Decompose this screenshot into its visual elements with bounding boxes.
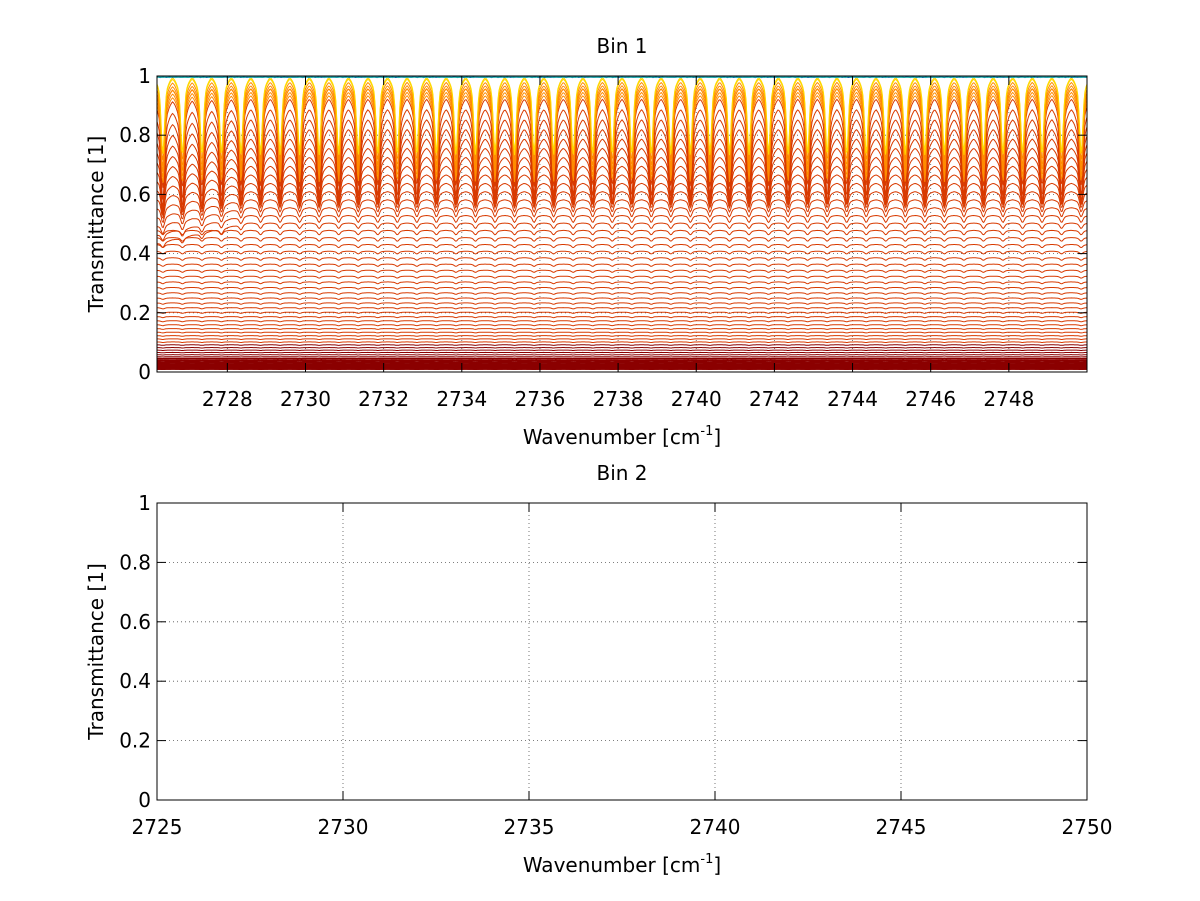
y-tick-label: 0.6: [119, 610, 151, 634]
spectrum-line: [156, 191, 1088, 224]
x-axis-label-superscript: -1: [700, 424, 713, 439]
spectrum-line: [156, 98, 1088, 188]
x-tick-label: 2742: [749, 387, 800, 411]
spectrum-line: [156, 119, 1088, 208]
grid-bin-2: [157, 503, 1087, 800]
x-tick-label: 2738: [593, 387, 644, 411]
spectrum-line: [156, 263, 1088, 267]
spectrum-line: [157, 281, 1087, 285]
spectrum-line: [157, 335, 1087, 337]
x-tick-label: 2736: [514, 387, 565, 411]
x-tick-label: 2730: [318, 815, 369, 839]
spectrum-line: [157, 222, 1088, 248]
y-tick-label: 0: [138, 360, 151, 384]
spectrum-line: [157, 338, 1087, 341]
spectrum-line: [156, 108, 1088, 200]
x-axis-label-bin-2: Wavenumber [cm-1]: [523, 852, 721, 877]
spectrum-line: [156, 328, 1088, 330]
spectrum-line: [156, 78, 1088, 156]
spectrum-line: [156, 174, 1088, 217]
spectrum-line: [156, 257, 1088, 261]
x-tick-label: 2734: [436, 387, 487, 411]
y-tick-label: 0.6: [119, 182, 151, 206]
ticks-bin-2: 2725 2730 2735 2740 2745 2750 0 0.2 0.4 0.6 0.8 1: [119, 491, 1112, 839]
x-axis-label-superscript: -1: [700, 852, 713, 867]
spectrum-line: [156, 244, 1088, 249]
spectrum-line: [156, 269, 1088, 273]
x-tick-label: 2748: [983, 387, 1034, 411]
x-tick-label: 2730: [280, 387, 331, 411]
y-tick-label: 0.2: [119, 729, 151, 753]
axes-bin-2: 2725 2730 2735 2740 2745 2750 0 0.2 0.4 0.6 0.8 1 B…: [84, 461, 1112, 877]
x-axis-label-bin-1: Wavenumber [cm-1]: [523, 424, 721, 449]
spectrum-line: [156, 81, 1088, 162]
x-tick-label: 2728: [202, 387, 253, 411]
spectrum-line: [157, 307, 1087, 310]
spectrum-line: [156, 250, 1088, 255]
chart-title-bin-2: Bin 2: [596, 461, 647, 485]
spectrum-line: [156, 320, 1088, 323]
axes-bin-1: 2728 2730 2732 2734 2736 2738 2740 2742 2744 2746…: [84, 34, 1088, 449]
spectrum-line: [156, 311, 1088, 314]
x-tick-label: 2740: [690, 815, 741, 839]
spectrum-line: [156, 138, 1088, 213]
spectrum-line: [156, 88, 1088, 173]
y-tick-label: 0.4: [119, 242, 151, 266]
spectrum-line: [156, 85, 1088, 167]
y-axis-label-bin-1: Transmittance [1]: [84, 136, 108, 314]
x-axis-label-text: Wavenumber [cm: [523, 853, 701, 877]
y-tick-label: 0: [138, 788, 151, 812]
y-tick-label: 0.8: [119, 550, 151, 574]
spectrum-line-top: [156, 75, 1088, 79]
spectrum-line: [156, 165, 1088, 216]
y-tick-label: 1: [138, 64, 151, 88]
x-axis-label-text: Wavenumber [cm: [523, 425, 701, 449]
x-tick-label: 2725: [132, 815, 183, 839]
spectrum-line: [156, 229, 1088, 236]
spectrum-line: [156, 147, 1088, 214]
spectrum-line: [156, 207, 1088, 235]
spectrum-line: [157, 344, 1087, 346]
spectrum-line: [157, 347, 1087, 349]
y-tick-label: 1: [138, 491, 151, 515]
x-tick-label: 2735: [504, 815, 555, 839]
spectrum-line: [157, 316, 1087, 319]
spectrum-line: [156, 275, 1088, 279]
spectrum-line: [156, 94, 1088, 183]
spectrum-line: [156, 199, 1088, 229]
y-tick-label: 0.4: [119, 669, 151, 693]
y-axis-label-bin-2: Transmittance [1]: [84, 563, 108, 741]
spectra-bin-1: [156, 75, 1088, 370]
spectrum-line: [156, 91, 1088, 178]
y-tick-label: 0.8: [119, 123, 151, 147]
x-tick-label: 2732: [358, 387, 409, 411]
spectrum-line: [157, 297, 1087, 300]
spectrum-line: [156, 156, 1088, 214]
x-tick-label: 2746: [905, 387, 956, 411]
x-tick-label: 2745: [876, 815, 927, 839]
spectrum-line: [156, 292, 1088, 295]
spectrum-line: [156, 287, 1088, 290]
axes-box-bin-1: [156, 75, 1088, 373]
x-tick-label: 2744: [827, 387, 878, 411]
spectrum-line: [156, 182, 1088, 220]
axes-box-bin-2: [156, 502, 1088, 801]
chart-title-bin-1: Bin 1: [596, 34, 647, 58]
spectrum-line: [156, 331, 1088, 334]
x-axis-label-suffix: ]: [713, 425, 721, 449]
spectrum-line: [157, 341, 1087, 344]
y-tick-label: 0.2: [119, 301, 151, 325]
spectrum-line: [156, 128, 1088, 212]
x-axis-label-suffix: ]: [713, 853, 721, 877]
x-tick-label: 2750: [1062, 815, 1113, 839]
spectrum-line: [156, 214, 1088, 241]
x-tick-label: 2740: [671, 387, 722, 411]
spectrum-line: [156, 236, 1088, 242]
ticks-bin-1: 2728 2730 2732 2734 2736 2738 2740 2742 2744 2746…: [119, 64, 1087, 411]
spectrum-line: [156, 302, 1088, 305]
spectrum-line: [156, 324, 1088, 327]
